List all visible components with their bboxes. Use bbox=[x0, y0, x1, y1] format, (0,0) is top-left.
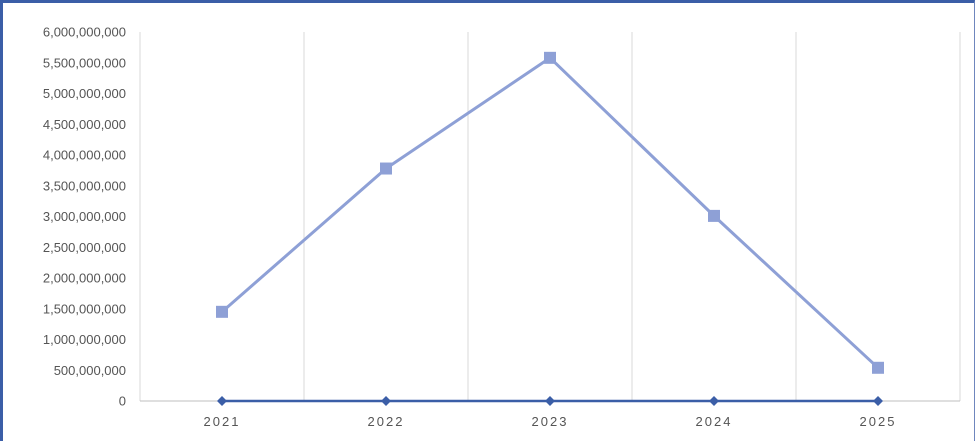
series-group bbox=[216, 51, 884, 406]
y-tick-label: 4,000,000,000 bbox=[43, 148, 126, 163]
series-2-marker bbox=[217, 396, 227, 406]
series-1-marker bbox=[708, 209, 720, 222]
y-tick-label: 2,500,000,000 bbox=[43, 240, 126, 255]
gridlines bbox=[139, 32, 961, 402]
series-1-marker bbox=[380, 162, 392, 175]
x-tick-label: 2022 bbox=[368, 414, 405, 429]
y-tick-label: 1,500,000,000 bbox=[43, 301, 126, 316]
series-1-marker bbox=[216, 305, 228, 318]
y-tick-label: 5,500,000,000 bbox=[43, 55, 126, 70]
series-2-marker bbox=[709, 396, 719, 406]
y-tick-label: 5,000,000,000 bbox=[43, 86, 126, 101]
y-tick-label: 4,500,000,000 bbox=[43, 117, 126, 132]
y-axis-tick-labels: 0 500,000,000 1,000,000,000 1,500,000,000 2,… bbox=[43, 25, 126, 409]
x-tick-label: 2021 bbox=[204, 414, 241, 429]
x-tick-label: 2024 bbox=[696, 414, 733, 429]
y-tick-label: 1,000,000,000 bbox=[43, 332, 126, 347]
series-2-marker bbox=[381, 396, 391, 406]
y-tick-label: 2,000,000,000 bbox=[43, 271, 126, 286]
series-1-marker bbox=[872, 361, 884, 374]
y-tick-label: 6,000,000,000 bbox=[43, 25, 126, 40]
y-tick-label: 3,000,000,000 bbox=[43, 209, 126, 224]
series-1-marker bbox=[544, 51, 556, 64]
y-tick-label: 500,000,000 bbox=[54, 363, 126, 378]
x-tick-label: 2023 bbox=[532, 414, 569, 429]
x-tick-label: 2025 bbox=[860, 414, 897, 429]
y-tick-label: 3,500,000,000 bbox=[43, 178, 126, 193]
y-tick-label: 0 bbox=[119, 394, 126, 409]
series-2-marker bbox=[873, 396, 883, 406]
series-2-marker bbox=[545, 396, 555, 406]
series-1-line bbox=[221, 56, 880, 369]
x-axis-tick-labels: 2021 2022 2023 2024 2025 bbox=[204, 414, 897, 429]
